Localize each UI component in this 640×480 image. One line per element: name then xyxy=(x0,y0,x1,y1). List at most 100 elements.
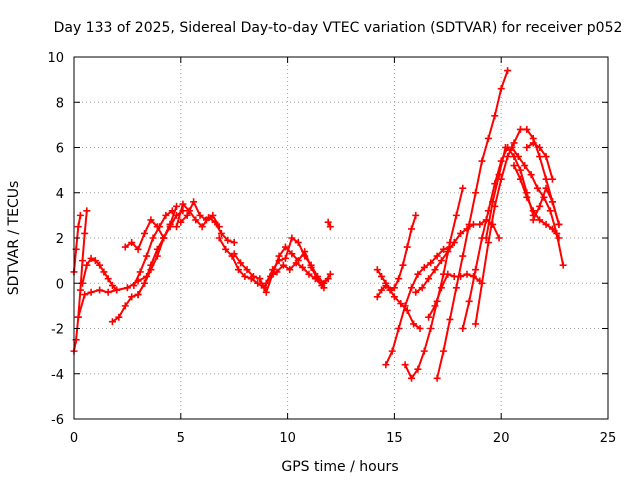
data-point xyxy=(425,313,433,321)
data-point xyxy=(281,254,289,262)
data-point xyxy=(559,261,567,269)
data-point xyxy=(173,223,181,231)
data-point xyxy=(407,225,415,233)
data-point xyxy=(414,270,422,278)
data-point xyxy=(395,275,403,283)
y-tick-label: 0 xyxy=(56,277,64,292)
data-point xyxy=(452,284,460,292)
series-line xyxy=(384,246,451,366)
data-point xyxy=(386,286,394,294)
data-point xyxy=(542,153,550,161)
series-9 xyxy=(173,200,238,247)
data-point xyxy=(294,239,302,247)
data-points xyxy=(70,67,567,382)
data-point xyxy=(459,325,467,332)
data-point xyxy=(230,250,238,258)
data-point xyxy=(196,211,204,219)
data-point xyxy=(523,125,531,133)
data-point xyxy=(536,216,544,224)
data-point xyxy=(96,286,104,294)
data-point xyxy=(249,272,257,280)
series-13 xyxy=(262,234,334,287)
y-tick-label: 4 xyxy=(56,187,64,202)
x-tick-label: 5 xyxy=(177,431,185,446)
series-14 xyxy=(324,218,334,231)
data-point xyxy=(128,239,136,247)
data-point xyxy=(472,189,480,197)
data-point xyxy=(546,207,554,215)
data-point xyxy=(230,239,238,247)
data-point xyxy=(378,286,386,294)
data-point xyxy=(179,200,187,208)
data-point xyxy=(166,223,174,231)
data-point xyxy=(81,291,89,299)
data-point xyxy=(388,347,396,355)
x-tick-label: 25 xyxy=(600,431,617,446)
data-point xyxy=(301,252,309,260)
data-point xyxy=(510,139,518,147)
data-point xyxy=(523,193,531,201)
data-point xyxy=(527,171,535,179)
series-line xyxy=(137,210,184,296)
data-point xyxy=(476,220,484,228)
data-point xyxy=(160,234,168,242)
data-point xyxy=(162,211,170,219)
data-point xyxy=(489,198,497,206)
series-16 xyxy=(373,282,424,332)
data-point xyxy=(548,175,556,183)
data-point xyxy=(440,347,448,355)
data-point xyxy=(382,282,390,290)
data-point xyxy=(147,216,155,224)
data-point xyxy=(202,216,210,224)
data-point xyxy=(140,279,148,287)
series-4 xyxy=(79,254,121,294)
x-tick-label: 10 xyxy=(279,431,296,446)
data-point xyxy=(457,229,465,237)
series-line xyxy=(376,215,417,292)
data-point xyxy=(140,229,148,237)
data-point xyxy=(83,207,91,215)
data-point xyxy=(444,270,452,278)
data-point xyxy=(390,293,398,301)
data-point xyxy=(516,175,524,183)
data-point xyxy=(534,184,542,192)
data-point xyxy=(484,239,492,247)
data-point xyxy=(401,361,409,369)
data-point xyxy=(399,261,407,269)
data-point xyxy=(96,261,104,269)
data-point xyxy=(516,125,524,133)
y-axis-label: SDTVAR / TECUs xyxy=(6,181,22,296)
data-point xyxy=(237,259,245,267)
data-point xyxy=(286,266,294,274)
data-point xyxy=(262,288,270,296)
data-point xyxy=(115,313,123,321)
data-point xyxy=(121,302,129,310)
data-point xyxy=(542,175,550,183)
data-point xyxy=(81,229,89,237)
data-point xyxy=(224,236,232,244)
data-point xyxy=(478,157,486,165)
data-point xyxy=(482,234,490,242)
data-point xyxy=(403,243,411,251)
data-point xyxy=(508,144,516,151)
data-point xyxy=(123,284,131,292)
data-point xyxy=(395,325,403,332)
data-point xyxy=(87,288,95,296)
data-point xyxy=(516,166,524,174)
series-line xyxy=(461,145,535,329)
data-point xyxy=(234,266,242,274)
y-tick-label: -4 xyxy=(51,368,64,383)
data-point xyxy=(326,270,334,278)
data-point xyxy=(407,284,415,292)
x-tick-label: 0 xyxy=(70,431,78,446)
data-point xyxy=(173,202,181,210)
data-point xyxy=(108,282,116,290)
data-point xyxy=(446,315,454,323)
series-24 xyxy=(482,144,567,269)
data-point xyxy=(529,207,537,215)
data-point xyxy=(450,239,458,247)
data-point xyxy=(121,243,129,251)
data-point xyxy=(427,325,435,332)
data-point xyxy=(536,153,544,161)
